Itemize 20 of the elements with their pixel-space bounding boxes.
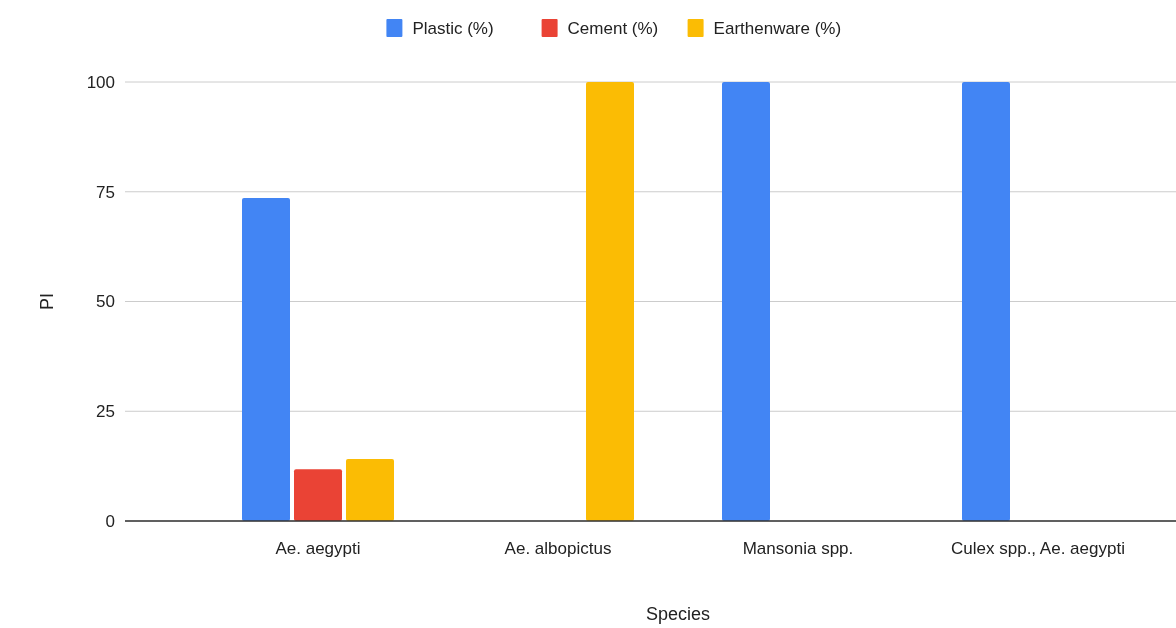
bar — [722, 82, 770, 521]
legend-label: Earthenware (%) — [713, 19, 842, 38]
y-axis-title: PI — [37, 292, 57, 311]
x-axis-title: Species — [645, 604, 711, 624]
x-tick-label: Ae. aegypti — [275, 539, 361, 558]
legend-label: Plastic (%) — [412, 19, 494, 38]
y-tick-label: 100 — [86, 72, 115, 92]
bar — [962, 82, 1010, 521]
bar — [242, 197, 290, 521]
bar — [586, 82, 634, 521]
bar — [294, 469, 342, 521]
x-tick-label: Culex spp., Ae. aegypti — [951, 539, 1125, 558]
legend-label: Cement (%) — [567, 19, 659, 38]
x-tick-label: Ae. albopictus — [504, 539, 612, 558]
y-tick-label: 50 — [96, 292, 115, 312]
y-tick-label: 25 — [96, 402, 115, 422]
y-tick-label: 0 — [105, 511, 115, 531]
bar — [346, 459, 394, 521]
x-tick-label: Mansonia spp. — [742, 539, 854, 558]
y-tick-label: 75 — [96, 182, 115, 202]
